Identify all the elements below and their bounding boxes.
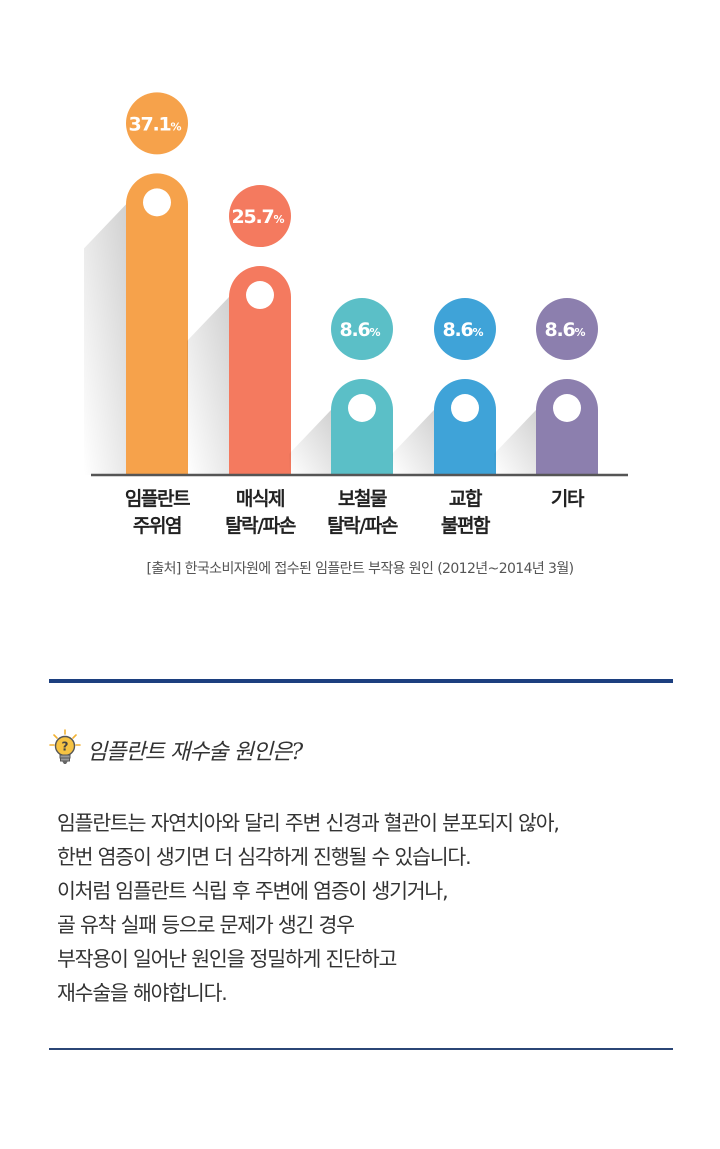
bar-shadow bbox=[187, 297, 229, 475]
bar-hole bbox=[246, 281, 274, 310]
section-divider-top bbox=[49, 679, 673, 683]
paragraph-1: 임플란트는 자연치아와 달리 주변 신경과 혈관이 분포되지 않아, 한번 염증… bbox=[57, 806, 677, 874]
bar-shadow bbox=[392, 410, 434, 475]
value-bubble bbox=[434, 298, 496, 360]
bar bbox=[536, 379, 598, 475]
tick-label: 탈락/파손 bbox=[327, 515, 398, 537]
bar-shadow bbox=[289, 410, 331, 475]
bar-shadow bbox=[84, 204, 126, 475]
tick-label: 주위염 bbox=[133, 515, 181, 537]
data-label: 37.1% bbox=[128, 113, 181, 135]
question-heading: ? 임플란트 재수술 원인은? bbox=[49, 728, 303, 772]
paragraph-line: 이처럼 임플란트 식립 후 주변에 염증이 생기거나, bbox=[57, 879, 449, 903]
data-label: 25.7% bbox=[231, 206, 284, 228]
value-bubble bbox=[229, 185, 291, 248]
data-label: 8.6% bbox=[339, 319, 380, 341]
tick-label: 불편함 bbox=[441, 515, 491, 537]
bar bbox=[229, 266, 291, 475]
bar-hole bbox=[348, 394, 376, 422]
bar-shadow bbox=[494, 410, 536, 475]
paragraph-line: 한번 염증이 생기면 더 심각하게 진행될 수 있습니다. bbox=[57, 845, 472, 869]
tick-label: 매식제 bbox=[236, 488, 284, 510]
chart-source-note: [출처] 한국소비자원에 접수된 임플란트 부작용 원인 (2012년~2014… bbox=[146, 561, 574, 577]
tick-label: 보철물 bbox=[338, 488, 387, 510]
bar-hole bbox=[451, 394, 479, 422]
bar bbox=[434, 379, 496, 475]
tick-label: 교합 bbox=[449, 488, 483, 510]
tick-label: 탈락/파손 bbox=[225, 515, 296, 537]
paragraph-line: 임플란트는 자연치아와 달리 주변 신경과 혈관이 분포되지 않아, bbox=[57, 811, 560, 835]
paragraph-line: 골 유착 실패 등으로 문제가 생긴 경우 bbox=[57, 913, 355, 937]
data-label: 8.6% bbox=[544, 319, 585, 341]
value-bubble bbox=[126, 92, 188, 155]
paragraph-line: 재수술을 해야합니다. bbox=[57, 981, 228, 1005]
question-title: 임플란트 재수술 원인은? bbox=[87, 740, 303, 765]
tick-label: 임플란트 bbox=[125, 488, 190, 510]
lightbulb-icon: ? bbox=[49, 728, 81, 772]
bar-hole bbox=[143, 188, 171, 217]
tick-label: 기타 bbox=[551, 488, 585, 510]
svg-text:?: ? bbox=[62, 740, 69, 754]
bar bbox=[126, 173, 188, 475]
data-label: 8.6% bbox=[442, 319, 483, 341]
value-bubble bbox=[536, 298, 598, 360]
value-bubble bbox=[331, 298, 393, 360]
bar-hole bbox=[553, 394, 581, 422]
paragraph-line: 부작용이 일어난 원인을 정밀하게 진단하고 bbox=[57, 947, 397, 971]
section-divider-bottom bbox=[49, 1048, 673, 1050]
bar bbox=[331, 379, 393, 475]
paragraph-2: 이처럼 임플란트 식립 후 주변에 염증이 생기거나, 골 유착 실패 등으로 … bbox=[57, 874, 677, 1010]
